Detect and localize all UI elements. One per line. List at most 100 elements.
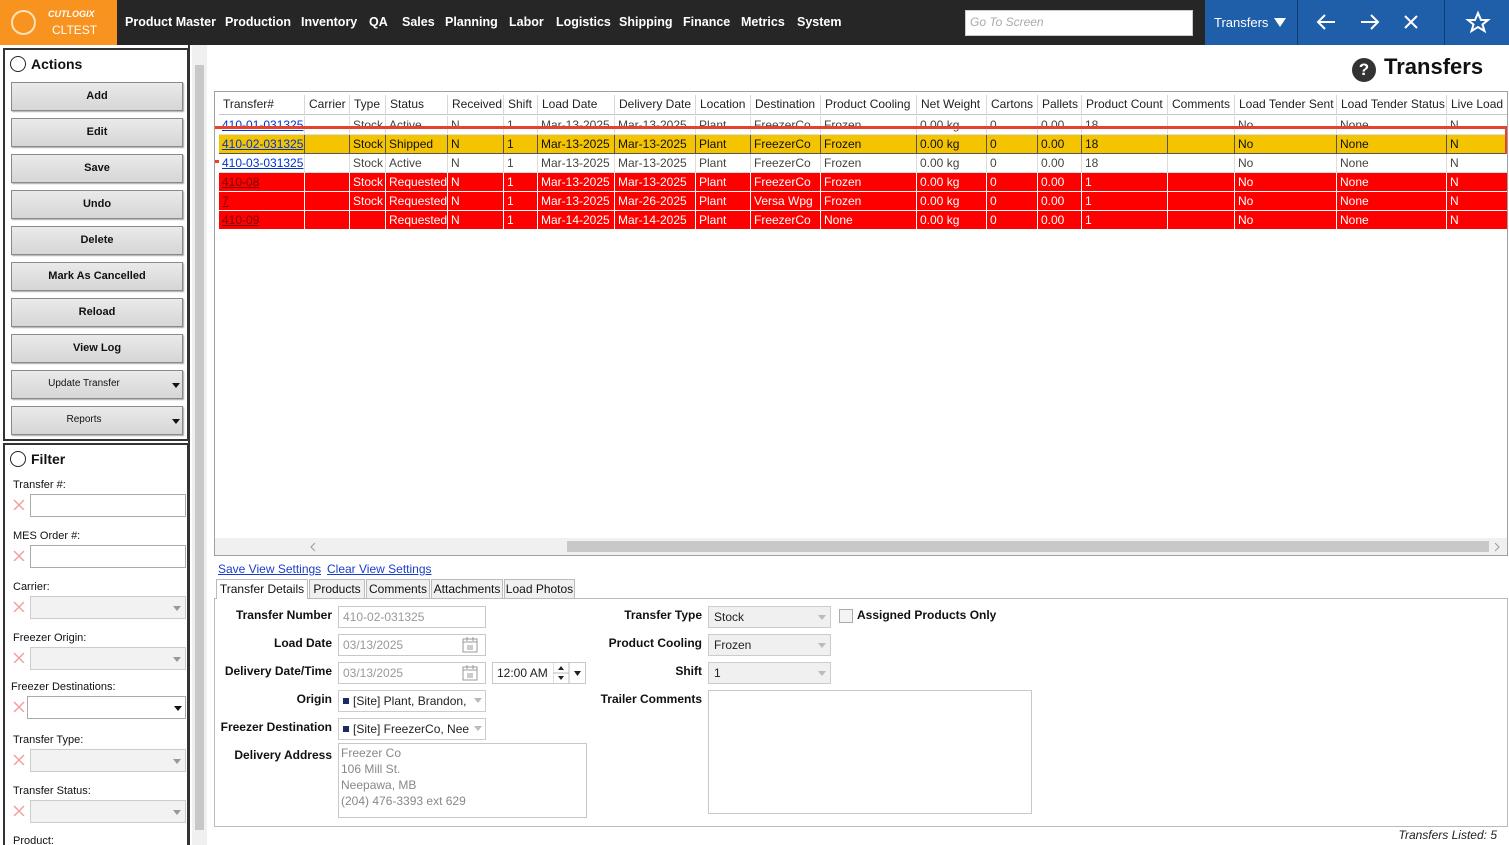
column-header[interactable]: Pallets <box>1038 95 1082 115</box>
grid-cell: FreezerCo <box>751 211 821 230</box>
column-header[interactable]: Comments <box>1168 95 1235 115</box>
back-icon[interactable] <box>1316 14 1335 30</box>
action-button[interactable]: Reload <box>11 298 183 327</box>
filter-input[interactable] <box>30 494 186 517</box>
filter-select[interactable] <box>30 749 186 772</box>
menu-item[interactable]: Production <box>225 15 291 29</box>
menu-item[interactable]: Logistics <box>556 15 611 29</box>
column-header[interactable]: Destination <box>751 95 821 115</box>
action-button[interactable]: Save <box>11 154 183 183</box>
action-button[interactable]: Add <box>11 82 183 111</box>
screen-select[interactable]: Transfers <box>1214 15 1269 30</box>
menu-item[interactable]: Shipping <box>619 15 673 29</box>
clear-icon[interactable] <box>13 753 25 765</box>
action-dropdown[interactable]: Reports <box>11 406 183 435</box>
menu-item[interactable]: System <box>797 15 842 29</box>
menu-item[interactable]: QA <box>369 15 388 29</box>
detail-tab[interactable]: Comments <box>366 579 430 599</box>
select-input[interactable]: 1 <box>708 662 831 684</box>
filter-select[interactable] <box>30 596 186 619</box>
column-header[interactable]: Transfer# <box>219 95 305 115</box>
help-icon[interactable]: ? <box>1352 58 1376 82</box>
column-header[interactable]: Live Load <box>1447 95 1507 115</box>
action-button[interactable]: Edit <box>11 118 183 147</box>
nav-icons <box>1316 10 1491 34</box>
action-button[interactable]: Mark As Cancelled <box>11 262 183 291</box>
filter-select[interactable] <box>27 696 186 719</box>
column-header[interactable]: Delivery Date <box>615 95 696 115</box>
clear-icon[interactable] <box>13 549 25 561</box>
clear-icon[interactable] <box>13 498 25 510</box>
date-input[interactable]: 03/13/2025 <box>338 662 486 684</box>
column-header[interactable]: Net Weight <box>917 95 987 115</box>
action-button[interactable]: Undo <box>11 190 183 219</box>
calendar-icon[interactable] <box>462 637 478 653</box>
view-link[interactable]: Clear View Settings <box>327 562 432 576</box>
favorite-icon[interactable] <box>1465 10 1491 34</box>
view-link[interactable]: Save View Settings <box>218 562 322 576</box>
column-header[interactable]: Load Tender Status <box>1337 95 1447 115</box>
close-icon[interactable] <box>1404 15 1418 29</box>
column-header[interactable]: Location <box>696 95 751 115</box>
transfer-link[interactable]: 410-03-031325 <box>219 154 305 173</box>
transfer-link[interactable]: 410-08 <box>219 173 305 192</box>
date-input[interactable]: 03/13/2025 <box>338 634 486 656</box>
detail-tab[interactable]: Transfer Details <box>216 579 308 599</box>
clear-icon[interactable] <box>13 600 25 612</box>
menu-item[interactable]: Product Master <box>125 15 216 29</box>
calendar-icon[interactable] <box>462 665 478 681</box>
column-header[interactable]: Type <box>350 95 386 115</box>
column-header[interactable]: Product Count <box>1082 95 1168 115</box>
column-header[interactable]: Carrier <box>305 95 350 115</box>
transfer-link[interactable]: 410-02-031325 <box>219 135 305 154</box>
detail-tab[interactable]: Load Photos <box>504 579 575 599</box>
forward-icon[interactable] <box>1361 14 1380 30</box>
collapse-icon[interactable] <box>10 56 26 72</box>
scroll-thumb[interactable] <box>195 65 204 830</box>
grid-row[interactable]: 410-03-031325 Stock Active N 1 Mar-13-2025 Mar… <box>219 154 1507 173</box>
column-header[interactable]: Load Tender Sent <box>1235 95 1337 115</box>
grid-cell: 0 <box>987 173 1038 192</box>
clear-icon[interactable] <box>13 651 25 663</box>
transfer-link[interactable]: 410-09 <box>219 211 305 230</box>
grid-row[interactable]: 410-09 Requested N 1 Mar-14-2025 Mar-14-2025 P… <box>219 211 1507 230</box>
filter-select[interactable] <box>30 647 186 670</box>
menu-item[interactable]: Labor <box>509 15 544 29</box>
column-header[interactable]: Load Date <box>538 95 615 115</box>
time-spinner[interactable] <box>553 663 585 683</box>
filter-input[interactable] <box>30 545 186 568</box>
select-input[interactable]: [Site] FreezerCo, Nee <box>338 718 486 740</box>
checkbox[interactable] <box>839 609 853 623</box>
menu-item[interactable]: Metrics <box>741 15 785 29</box>
menu-item[interactable]: Sales <box>402 15 435 29</box>
dropdown-caret <box>172 383 180 388</box>
detail-tab[interactable]: Attachments <box>431 579 503 599</box>
column-header[interactable]: Shift <box>504 95 538 115</box>
clear-icon[interactable] <box>13 700 25 712</box>
action-button[interactable]: View Log <box>11 334 183 363</box>
scroll-thumb[interactable] <box>567 541 1489 552</box>
action-dropdown[interactable]: Update Transfer <box>11 370 183 399</box>
grid-row[interactable]: 410-08 Stock Requested N 1 Mar-13-2025 Mar-13-… <box>219 173 1507 192</box>
column-header[interactable]: Received <box>448 95 504 115</box>
select-input[interactable]: Frozen <box>708 634 831 656</box>
select-input[interactable]: Stock <box>708 606 831 628</box>
clear-icon[interactable] <box>13 804 25 816</box>
comments-box[interactable] <box>708 690 1032 814</box>
grid-row[interactable]: 7 Stock Requested N 1 Mar-13-2025 Mar-26-2025 P… <box>219 192 1507 211</box>
grid-row[interactable]: 410-02-031325 Stock Shipped N 1 Mar-13-2025 Ma… <box>219 135 1507 154</box>
time-input[interactable]: 12:00 AM <box>492 662 586 684</box>
column-header[interactable]: Cartons <box>987 95 1038 115</box>
filter-select[interactable] <box>30 800 186 823</box>
transfer-link[interactable]: 7 <box>219 192 305 211</box>
search-box[interactable]: Go To Screen <box>965 10 1193 36</box>
column-header[interactable]: Product Cooling <box>821 95 917 115</box>
menu-item[interactable]: Finance <box>683 15 731 29</box>
collapse-icon[interactable] <box>10 451 26 467</box>
column-header[interactable]: Status <box>386 95 448 115</box>
menu-item[interactable]: Inventory <box>301 15 358 29</box>
detail-tab[interactable]: Products <box>309 579 365 599</box>
menu-item[interactable]: Planning <box>445 15 498 29</box>
select-input[interactable]: [Site] Plant, Brandon, <box>338 690 486 712</box>
action-button[interactable]: Delete <box>11 226 183 255</box>
